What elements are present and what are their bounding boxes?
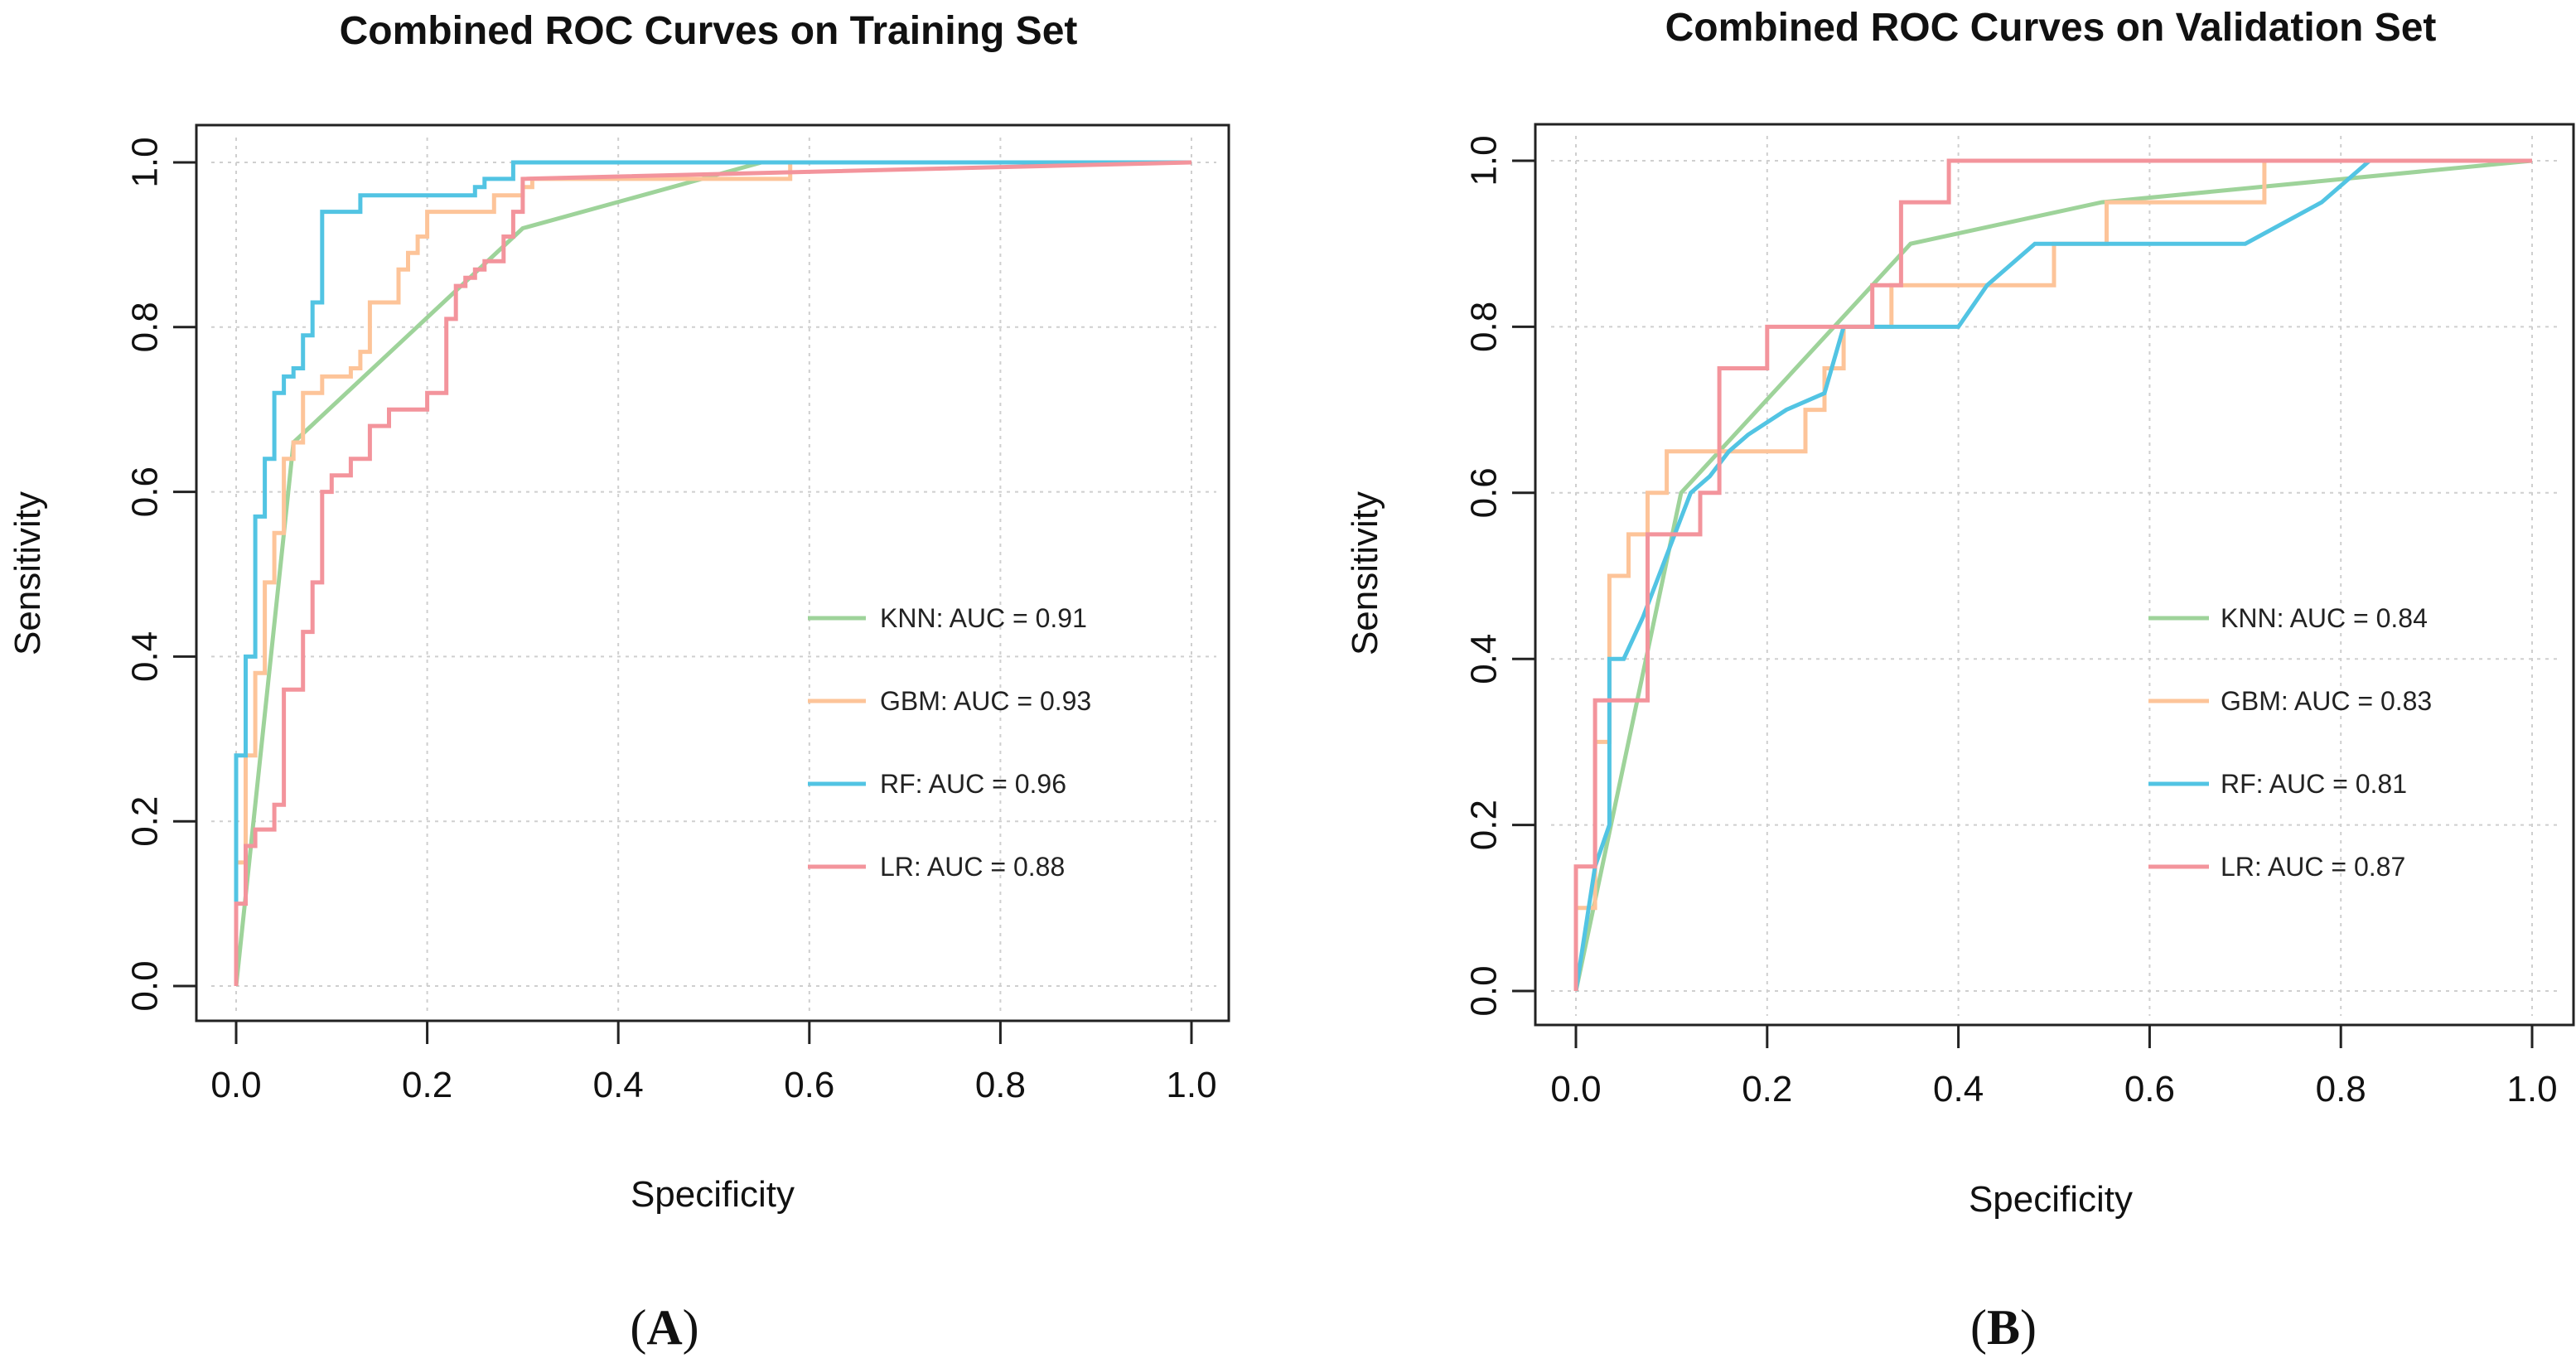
- y-axis-label: Sensitivity: [1345, 491, 1385, 655]
- y-tick-label: 0.6: [125, 466, 166, 517]
- legend-label-gbm: GBM: AUC = 0.83: [2221, 686, 2432, 716]
- roc-curves: [1573, 158, 2533, 992]
- lr-roc-curve: [234, 160, 1192, 986]
- panel-letter: B: [1987, 1300, 2020, 1355]
- y-tick-label: 0.6: [1464, 467, 1505, 518]
- x-tick-label: 0.0: [210, 1065, 261, 1105]
- x-tick-label: 0.0: [1550, 1069, 1601, 1109]
- legend-label-rf: RF: AUC = 0.81: [2221, 769, 2407, 799]
- axis-ticks: 0.0 0.2 0.4 0.6 0.8 1.0 0.0 0.2 0.4 0.6 0.8 1.0: [125, 137, 1217, 1105]
- y-tick-label: 0.4: [1464, 634, 1505, 684]
- legend-label-rf: RF: AUC = 0.96: [880, 769, 1066, 799]
- x-tick-label: 1.0: [1166, 1065, 1216, 1105]
- panel-letter: A: [646, 1300, 682, 1355]
- y-tick-label: 0.8: [125, 302, 166, 352]
- panel-label: (B): [1970, 1300, 2037, 1355]
- y-tick-label: 0.4: [125, 631, 166, 682]
- axis-ticks: 0.0 0.2 0.4 0.6 0.8 1.0 0.0 0.2 0.4 0.6 0.8 1.0: [1464, 135, 2558, 1109]
- x-tick-label: 0.2: [402, 1065, 452, 1105]
- y-tick-label: 0.0: [1464, 965, 1505, 1016]
- panel-a-training: Combined ROC Curves on Training Set 0.0 0…: [7, 9, 1230, 1355]
- x-tick-label: 0.8: [975, 1065, 1026, 1105]
- legend: KNN: AUC = 0.91 GBM: AUC = 0.93 RF: AUC = …: [808, 603, 1091, 882]
- x-axis-label: Specificity: [1969, 1179, 2133, 1220]
- y-axis-label: Sensitivity: [7, 491, 48, 655]
- y-tick-label: 1.0: [125, 137, 166, 187]
- x-tick-label: 0.2: [1742, 1069, 1792, 1109]
- chart-title: Combined ROC Curves on Training Set: [340, 9, 1078, 53]
- rf-roc-curve: [1573, 158, 2532, 992]
- x-tick-label: 0.4: [593, 1065, 644, 1105]
- rf-roc-curve: [234, 160, 1191, 986]
- legend-label-knn: KNN: AUC = 0.91: [880, 603, 1087, 633]
- legend: KNN: AUC = 0.84 GBM: AUC = 0.83 RF: AUC = …: [2148, 603, 2432, 882]
- x-tick-label: 0.6: [784, 1065, 834, 1105]
- chart-title: Combined ROC Curves on Validation Set: [1665, 6, 2437, 50]
- x-axis-label: Specificity: [631, 1174, 795, 1215]
- x-tick-label: 0.8: [2316, 1069, 2366, 1109]
- x-tick-label: 0.6: [2124, 1069, 2175, 1109]
- y-tick-label: 1.0: [1464, 135, 1505, 186]
- y-tick-label: 0.0: [125, 960, 166, 1011]
- x-tick-label: 0.4: [1933, 1069, 1984, 1109]
- grid: [211, 138, 1216, 1011]
- y-tick-label: 0.2: [125, 796, 166, 847]
- legend-label-lr: LR: AUC = 0.87: [2221, 852, 2405, 882]
- y-tick-label: 0.8: [1464, 302, 1505, 352]
- roc-curves: [234, 160, 1192, 987]
- y-tick-label: 0.2: [1464, 800, 1505, 850]
- legend-label-lr: LR: AUC = 0.88: [880, 852, 1065, 882]
- panel-b-validation: Combined ROC Curves on Validation Set 0.…: [1345, 6, 2575, 1355]
- plot-frame: [1534, 123, 2575, 1027]
- legend-label-knn: KNN: AUC = 0.84: [2221, 603, 2428, 633]
- plot-frame: [195, 123, 1230, 1022]
- panel-label: (A): [630, 1300, 698, 1355]
- legend-label-gbm: GBM: AUC = 0.93: [880, 686, 1091, 716]
- lr-roc-curve: [1573, 158, 2532, 991]
- x-tick-label: 1.0: [2506, 1069, 2557, 1109]
